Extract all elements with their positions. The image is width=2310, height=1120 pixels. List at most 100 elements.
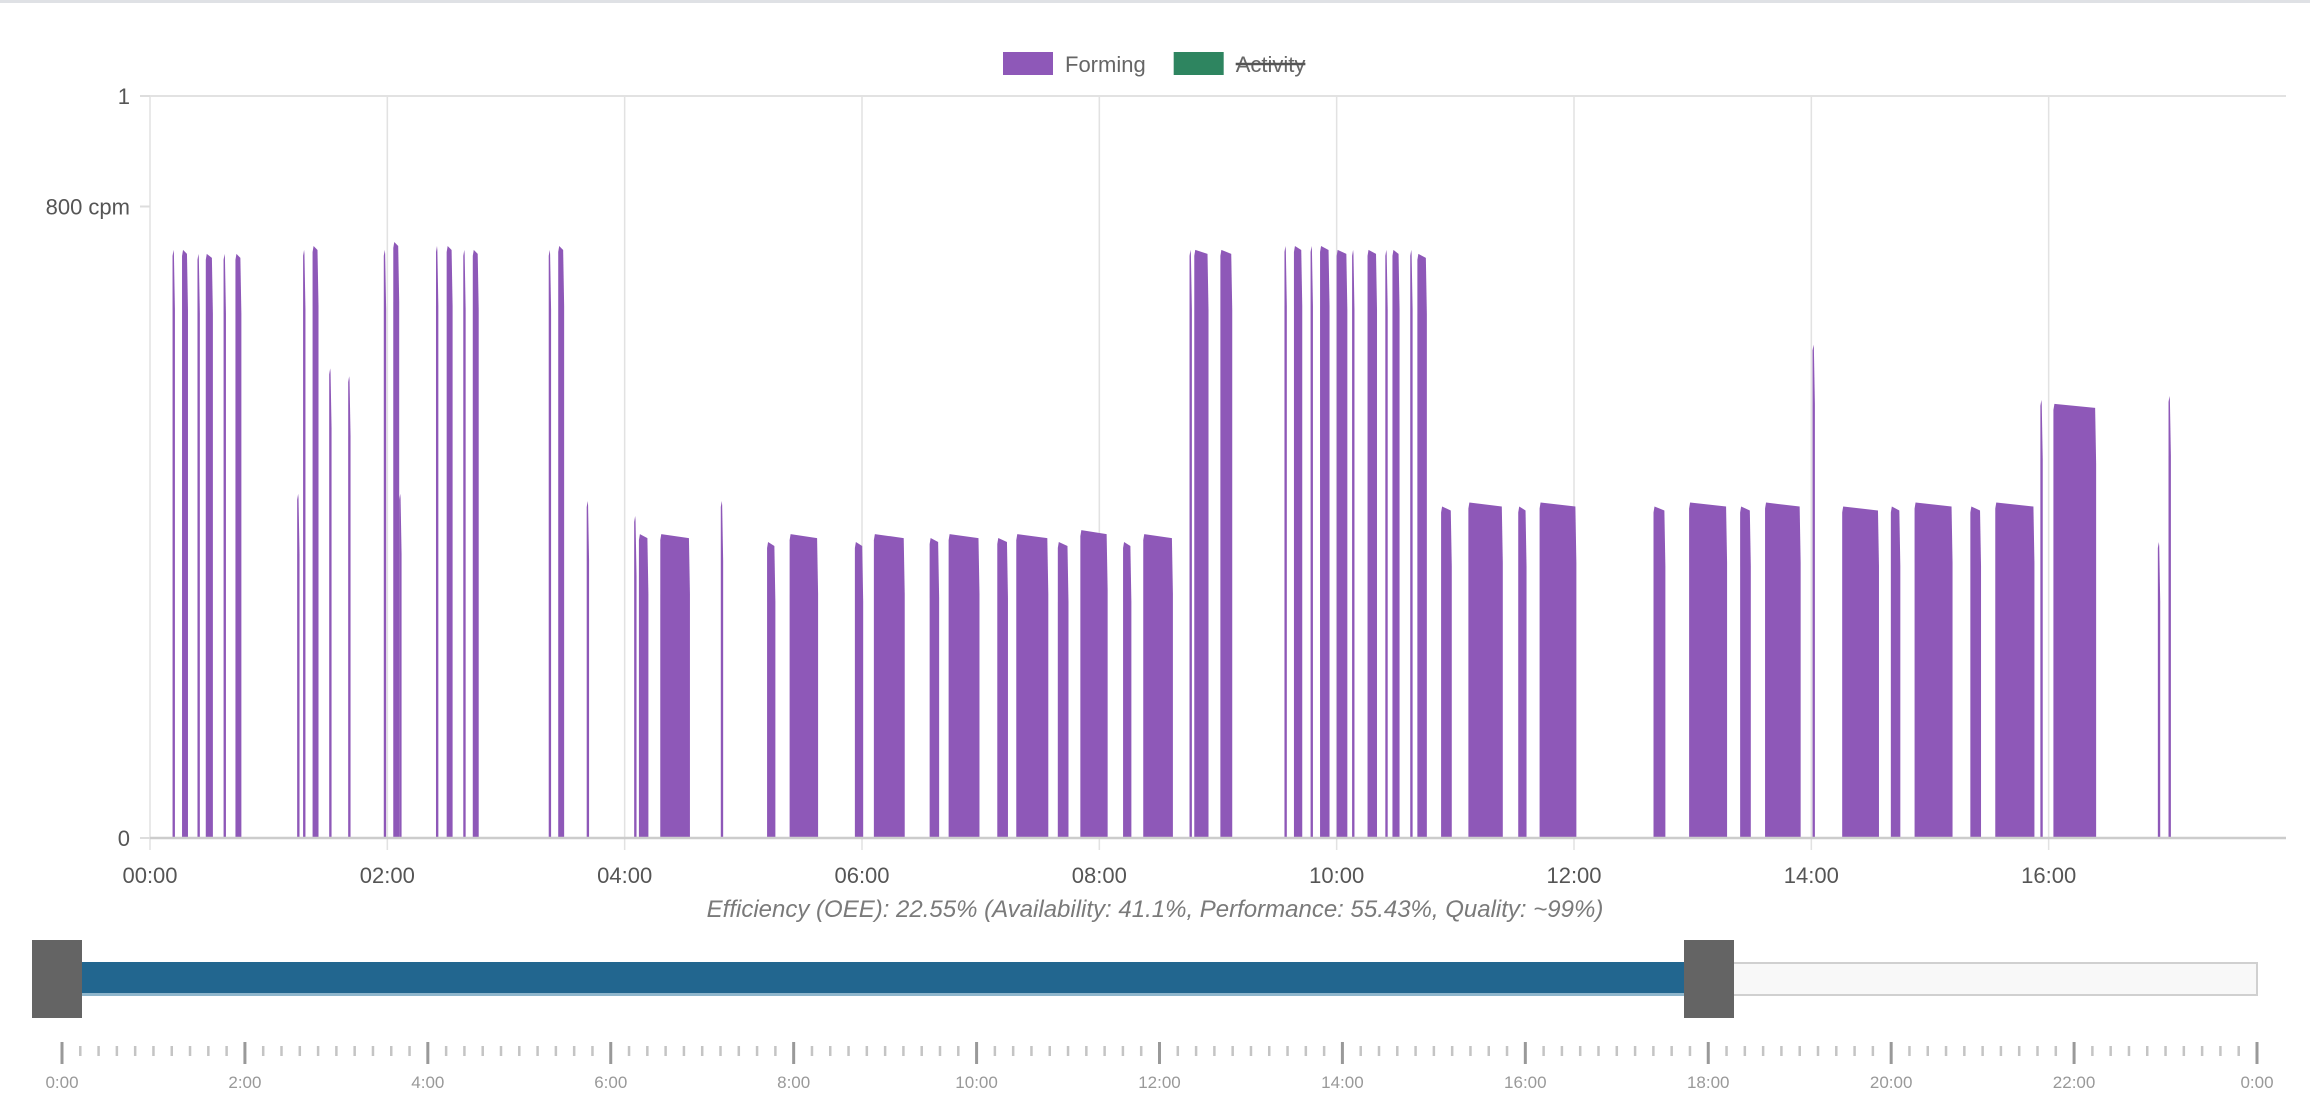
y-tick-label: 1 — [118, 84, 130, 109]
axes: 00:00 02:00 04:00 06:00 08:00 10:00 12:00 14:00… — [46, 84, 2286, 888]
forming-area-segment — [1385, 249, 1388, 838]
scale-label: 8:00 — [777, 1073, 810, 1092]
x-tick-label: 10:00 — [1309, 863, 1364, 888]
scale-label: 14:00 — [1321, 1073, 1364, 1092]
scale-label: 18:00 — [1687, 1073, 1730, 1092]
x-tick-label: 14:00 — [1784, 863, 1839, 888]
scale-label: 2:00 — [228, 1073, 261, 1092]
scale-label: 6:00 — [594, 1073, 627, 1092]
time-range-slider[interactable] — [0, 930, 2310, 1030]
x-tick-label: 02:00 — [360, 863, 415, 888]
forming-area-segment — [197, 253, 200, 839]
forming-area-segment — [1220, 249, 1233, 838]
forming-area-segment — [1310, 245, 1313, 838]
forming-area-segment — [767, 541, 776, 838]
forming-area-segment — [235, 253, 242, 839]
oee-summary: Efficiency (OEE): 22.55% (Availability: … — [706, 896, 1604, 923]
legend-swatch-forming — [1003, 52, 1053, 75]
forming-area-segment — [1293, 245, 1303, 838]
forming-area-segment — [1740, 506, 1751, 838]
x-tick-label: 16:00 — [2021, 863, 2076, 888]
forming-area-segment — [1441, 506, 1452, 838]
forming-area-segment — [1352, 249, 1355, 838]
forming-area-segment — [329, 368, 332, 838]
forming-area-segment — [1143, 534, 1173, 838]
legend-label-forming[interactable]: Forming — [1065, 52, 1146, 77]
forming-area-segment — [1194, 249, 1209, 838]
forming-area-segment — [1914, 502, 1953, 838]
slider-time-scale: 0:00 2:00 4:00 6:00 8:00 10:00 12:00 14:00 16:00… — [45, 1042, 2274, 1092]
forming-area-segment — [1995, 502, 2035, 838]
forming-area-segment — [303, 249, 306, 838]
forming-area-segment — [1410, 249, 1413, 838]
scale-label: 12:00 — [1138, 1073, 1181, 1092]
forming-area-segment — [997, 538, 1008, 838]
forming-area-segment — [1123, 541, 1132, 838]
x-tick-label: 12:00 — [1546, 863, 1601, 888]
forming-area-segment — [446, 245, 453, 838]
forming-area-segment — [399, 493, 402, 838]
forming-area-segment — [2053, 403, 2097, 838]
forming-area-segment — [1539, 502, 1577, 838]
forming-area-segment — [2040, 399, 2043, 838]
forming-area-segment — [205, 253, 213, 839]
forming-area-segment — [2168, 395, 2171, 838]
forming-area-segment — [1842, 506, 1879, 838]
forming-area-segment — [1468, 502, 1503, 838]
x-tick-label: 04:00 — [597, 863, 652, 888]
forming-area-segment — [1284, 245, 1287, 838]
slider-handle-end[interactable] — [1684, 940, 1735, 1018]
scale-label: 16:00 — [1504, 1073, 1547, 1092]
forming-area-segment — [1367, 249, 1378, 838]
x-tick-label: 06:00 — [834, 863, 889, 888]
forming-area-segment — [948, 534, 980, 838]
forming-area-segment — [463, 249, 466, 838]
forming-area-segment — [854, 541, 864, 838]
scale-label: 10:00 — [955, 1073, 998, 1092]
forming-area-segment — [548, 249, 552, 838]
forming-area-segment — [435, 245, 439, 838]
forming-area-segment — [172, 249, 175, 838]
forming-area-segment — [929, 538, 940, 838]
forming-area-segment — [1392, 249, 1400, 838]
forming-area-segment — [472, 249, 479, 838]
forming-area-segment — [1417, 253, 1427, 839]
forming-area-segment — [1080, 530, 1108, 838]
forming-area-segment — [393, 242, 400, 838]
forming-area-segment — [223, 253, 226, 839]
forming-area-segment — [2157, 541, 2161, 838]
forming-area-segment — [1336, 249, 1348, 838]
forming-area-segment — [1189, 249, 1192, 838]
forming-area-segment — [586, 500, 590, 838]
forming-area-segment — [312, 245, 319, 838]
forming-area-segment — [1890, 506, 1901, 838]
forming-area-segment — [1057, 541, 1069, 838]
scale-label: 20:00 — [1870, 1073, 1913, 1092]
forming-area-segment — [1970, 506, 1982, 838]
forming-area-segment — [348, 376, 351, 838]
forming-area-segment — [789, 534, 819, 838]
forming-area-segment — [634, 515, 637, 838]
y-tick-label: 0 — [118, 826, 130, 851]
series-forming — [172, 242, 2171, 839]
forming-area-segment — [1016, 534, 1049, 838]
slider-selected-range[interactable] — [82, 962, 1685, 996]
forming-area-segment — [638, 534, 649, 838]
x-tick-label: 00:00 — [122, 863, 177, 888]
forming-area-segment — [558, 245, 565, 838]
forming-area-segment — [182, 249, 188, 838]
forming-area-segment — [1765, 502, 1801, 838]
forming-chart: 00:00 02:00 04:00 06:00 08:00 10:00 12:00 14:00… — [46, 52, 2286, 888]
forming-area-segment — [873, 534, 905, 838]
top-border — [0, 0, 2310, 3]
forming-area-segment — [720, 500, 724, 838]
forming-area-segment — [1518, 506, 1527, 838]
forming-area-segment — [297, 493, 300, 838]
forming-area-segment — [1689, 502, 1728, 838]
forming-area-segment — [1320, 245, 1330, 838]
scale-label: 22:00 — [2053, 1073, 2096, 1092]
slider-handle-start[interactable] — [32, 940, 82, 1018]
scale-label: 4:00 — [411, 1073, 444, 1092]
x-tick-label: 08:00 — [1072, 863, 1127, 888]
scale-label: 0:00 — [2240, 1073, 2273, 1092]
